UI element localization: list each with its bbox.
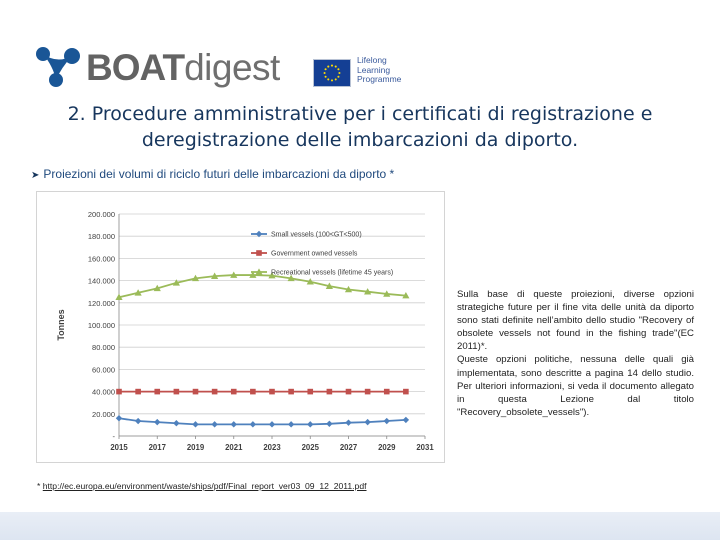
data-point bbox=[154, 389, 160, 395]
eu-star-icon bbox=[325, 68, 327, 70]
y-tick-label: 160.000 bbox=[88, 254, 115, 263]
x-tick-label: 2015 bbox=[110, 443, 128, 452]
data-point bbox=[269, 389, 275, 395]
data-point bbox=[135, 418, 141, 424]
x-tick-label: 2017 bbox=[149, 443, 166, 452]
y-tick-label: 200.000 bbox=[88, 210, 115, 219]
x-tick-label: 2021 bbox=[225, 443, 243, 452]
legend-label: Small vessels (100<GT<500) bbox=[271, 232, 362, 239]
chart-canvas: - 20.000 40.000 60.000 80.000 100.000 120.000 1… bbox=[37, 192, 446, 464]
bullet-text: Proiezioni dei volumi di riciclo futuri … bbox=[43, 167, 394, 181]
data-point bbox=[307, 389, 313, 395]
title-line-2: deregistrazione delle imbarcazioni da di… bbox=[20, 127, 700, 153]
data-point bbox=[212, 389, 218, 395]
data-point bbox=[116, 389, 122, 395]
data-point bbox=[250, 421, 256, 427]
y-tick-label: - bbox=[113, 432, 116, 441]
eu-star-icon bbox=[337, 68, 339, 70]
brand-wordmark: BOATdigest bbox=[86, 48, 280, 88]
series-group bbox=[116, 389, 408, 395]
description-text: Sulla base di queste proiezioni, diverse… bbox=[457, 288, 694, 419]
legend: Small vessels (100<GT<500) Government own… bbox=[251, 231, 393, 277]
footnote-marker: * bbox=[37, 481, 40, 491]
bottom-decoration-bar bbox=[0, 512, 720, 540]
x-tick-label: 2025 bbox=[302, 443, 320, 452]
legend-label: Government owned vessels bbox=[271, 251, 358, 258]
data-point bbox=[403, 417, 409, 423]
eu-star-icon bbox=[324, 72, 326, 74]
y-tick-label: 20.000 bbox=[92, 410, 115, 419]
brand-bold: BOAT bbox=[86, 47, 184, 88]
series-group bbox=[116, 415, 409, 428]
y-tick-label: 140.000 bbox=[88, 277, 115, 286]
data-point bbox=[288, 389, 294, 395]
bullet-item: ➤ Proiezioni dei volumi di riciclo futuri… bbox=[31, 167, 394, 183]
eu-star-icon bbox=[325, 76, 327, 78]
recycling-chart: - 20.000 40.000 60.000 80.000 100.000 120.000 1… bbox=[36, 191, 445, 463]
data-point bbox=[116, 415, 122, 421]
data-point bbox=[231, 421, 237, 427]
series-line bbox=[119, 275, 406, 297]
eu-star-icon bbox=[331, 79, 333, 81]
arrow-bullet-icon: ➤ bbox=[31, 170, 39, 181]
data-point bbox=[403, 389, 409, 395]
data-point bbox=[154, 419, 160, 425]
legend-label: Recreational vessels (lifetime 45 years) bbox=[271, 270, 393, 277]
eu-star-icon bbox=[335, 66, 337, 68]
data-point bbox=[364, 419, 370, 425]
data-point bbox=[173, 420, 179, 426]
y-tick-label: 100.000 bbox=[88, 321, 115, 330]
data-point bbox=[384, 389, 390, 395]
y-tick-label: 40.000 bbox=[92, 388, 115, 397]
eu-star-icon bbox=[338, 72, 340, 74]
data-point bbox=[193, 389, 199, 395]
data-point bbox=[231, 389, 237, 395]
series-line bbox=[119, 418, 406, 424]
description-paragraph-2: Queste opzioni politiche, nessuna delle … bbox=[457, 353, 694, 418]
data-point bbox=[327, 389, 333, 395]
llp-line-3: Programme bbox=[357, 75, 401, 85]
y-tick-label: 80.000 bbox=[92, 343, 115, 352]
data-point bbox=[326, 421, 332, 427]
eu-star-icon bbox=[335, 78, 337, 80]
x-tick-label: 2031 bbox=[416, 443, 434, 452]
data-point bbox=[345, 419, 351, 425]
eu-star-icon bbox=[327, 78, 329, 80]
y-tick-label: 60.000 bbox=[92, 365, 115, 374]
data-point bbox=[288, 421, 294, 427]
x-tick-label: 2027 bbox=[340, 443, 357, 452]
data-point bbox=[192, 421, 198, 427]
data-point bbox=[307, 421, 313, 427]
brand-light: digest bbox=[184, 47, 280, 88]
legend-swatch-marker bbox=[256, 250, 262, 256]
y-tick-label: 180.000 bbox=[88, 232, 115, 241]
data-point bbox=[346, 389, 352, 395]
description-paragraph-1: Sulla base di queste proiezioni, diverse… bbox=[457, 288, 694, 353]
data-point bbox=[384, 418, 390, 424]
eu-star-icon bbox=[327, 66, 329, 68]
slide-title: 2. Procedure amministrative per i certif… bbox=[20, 101, 700, 153]
x-tick-label: 2023 bbox=[263, 443, 281, 452]
eu-star-icon bbox=[337, 76, 339, 78]
y-tick-label: 120.000 bbox=[88, 299, 115, 308]
footnote-link[interactable]: http://ec.europa.eu/environment/waste/sh… bbox=[43, 481, 367, 491]
data-point bbox=[211, 421, 217, 427]
y-axis-label: Tonnes bbox=[56, 309, 66, 340]
data-point bbox=[250, 389, 256, 395]
footnote: * http://ec.europa.eu/environment/waste/… bbox=[37, 481, 367, 491]
boatdigest-logo-icon bbox=[35, 44, 81, 90]
data-point bbox=[135, 389, 141, 395]
eu-flag-icon bbox=[313, 59, 351, 87]
x-tick-label: 2029 bbox=[378, 443, 396, 452]
lifelong-learning-label: Lifelong Learning Programme bbox=[357, 56, 401, 85]
header-logo: BOATdigest Lifelong Learning Programme bbox=[30, 40, 430, 95]
x-tick-label: 2019 bbox=[187, 443, 205, 452]
data-point bbox=[269, 421, 275, 427]
data-point bbox=[365, 389, 371, 395]
eu-star-icon bbox=[331, 65, 333, 67]
title-line-1: 2. Procedure amministrative per i certif… bbox=[20, 101, 700, 127]
data-point bbox=[174, 389, 180, 395]
